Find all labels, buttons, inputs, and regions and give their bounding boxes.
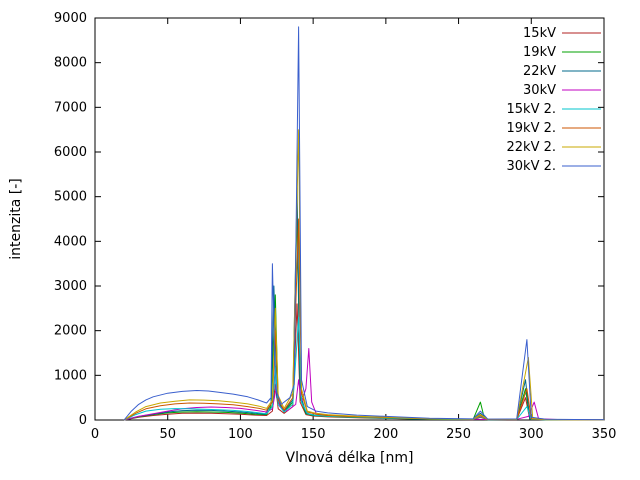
x-tick-label: 100 (228, 427, 253, 442)
y-tick-label: 0 (79, 413, 87, 428)
x-axis-label: Vlnová délka [nm] (285, 450, 414, 466)
x-tick-label: 200 (373, 427, 398, 442)
y-tick-label: 7000 (54, 100, 87, 115)
series-line-22kv-2- (123, 129, 605, 421)
x-tick-label: 350 (592, 427, 617, 442)
legend-label-22kv-2-: 22kV 2. (507, 140, 557, 155)
y-tick-label: 1000 (54, 368, 87, 383)
legend-label-22kv: 22kV (523, 64, 556, 79)
x-tick-label: 150 (301, 427, 326, 442)
y-tick-label: 2000 (54, 324, 87, 339)
y-tick-label: 8000 (54, 56, 87, 71)
legend-label-30kv: 30kV (523, 83, 556, 98)
y-tick-label: 9000 (54, 11, 87, 26)
series-line-30kv-2- (123, 26, 605, 421)
x-tick-label: 300 (519, 427, 544, 442)
y-tick-label: 6000 (54, 145, 87, 160)
legend-label-19kv: 19kV (523, 45, 556, 60)
legend-label-15kv-2-: 15kV 2. (507, 102, 557, 117)
legend-label-19kv-2-: 19kV 2. (507, 121, 557, 136)
y-tick-label: 3000 (54, 279, 87, 294)
plot-border (94, 17, 605, 421)
y-tick-label: 5000 (54, 190, 87, 205)
x-tick-label: 0 (91, 427, 99, 442)
series-line-19kv (123, 209, 605, 421)
x-tick-label: 50 (159, 427, 176, 442)
legend-label-15kv: 15kV (523, 26, 556, 41)
series-line-19kv-2- (123, 218, 605, 421)
y-axis-label: intenzita [-] (8, 178, 24, 260)
y-tick-label: 4000 (54, 234, 87, 249)
series-line-22kv (123, 187, 605, 421)
legend-label-30kv-2-: 30kV 2. (507, 159, 557, 174)
x-tick-label: 250 (446, 427, 471, 442)
